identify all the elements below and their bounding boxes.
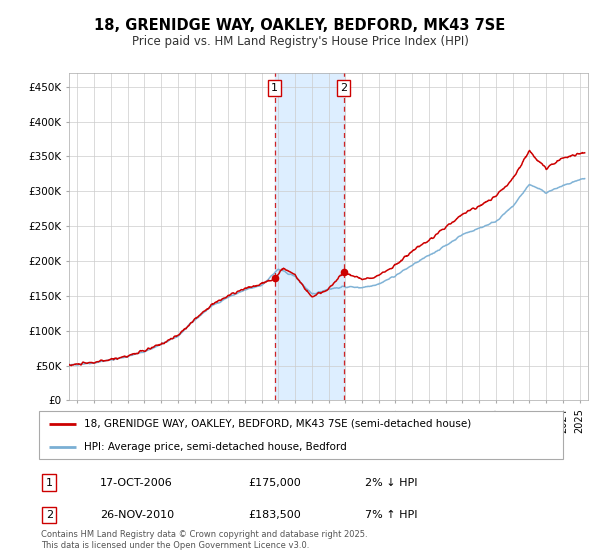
Text: HPI: Average price, semi-detached house, Bedford: HPI: Average price, semi-detached house,… <box>84 442 347 452</box>
Text: 1: 1 <box>46 478 53 488</box>
Text: 2% ↓ HPI: 2% ↓ HPI <box>365 478 418 488</box>
Text: 17-OCT-2006: 17-OCT-2006 <box>100 478 172 488</box>
Text: 2: 2 <box>340 83 347 92</box>
Text: 18, GRENIDGE WAY, OAKLEY, BEDFORD, MK43 7SE (semi-detached house): 18, GRENIDGE WAY, OAKLEY, BEDFORD, MK43 … <box>84 419 471 429</box>
Text: Contains HM Land Registry data © Crown copyright and database right 2025.
This d: Contains HM Land Registry data © Crown c… <box>41 530 368 550</box>
Text: 26-NOV-2010: 26-NOV-2010 <box>100 510 174 520</box>
Bar <box>275 73 344 400</box>
Text: 18, GRENIDGE WAY, OAKLEY, BEDFORD, MK43 7SE: 18, GRENIDGE WAY, OAKLEY, BEDFORD, MK43 … <box>94 18 506 32</box>
Text: 7% ↑ HPI: 7% ↑ HPI <box>365 510 418 520</box>
Text: £183,500: £183,500 <box>248 510 301 520</box>
Text: Price paid vs. HM Land Registry's House Price Index (HPI): Price paid vs. HM Land Registry's House … <box>131 35 469 49</box>
FancyBboxPatch shape <box>38 412 563 459</box>
Text: 2: 2 <box>46 510 53 520</box>
Text: 1: 1 <box>271 83 278 92</box>
Text: £175,000: £175,000 <box>248 478 301 488</box>
